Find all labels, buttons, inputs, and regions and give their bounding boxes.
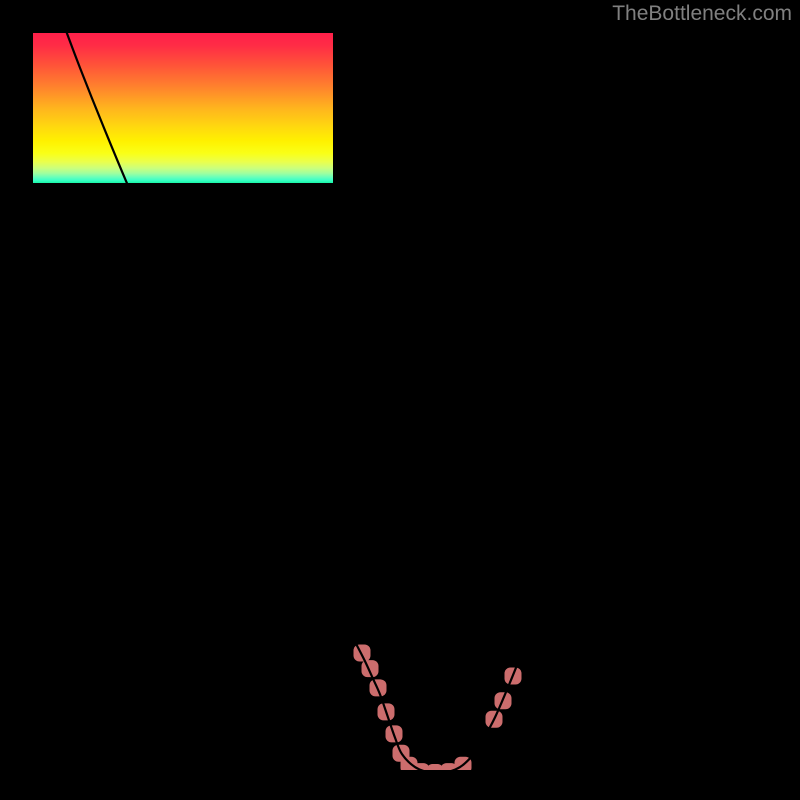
watermark-text: TheBottleneck.com [612,2,792,26]
curve-layer [33,33,770,770]
plot-area [33,33,770,770]
main-curve [62,33,770,770]
